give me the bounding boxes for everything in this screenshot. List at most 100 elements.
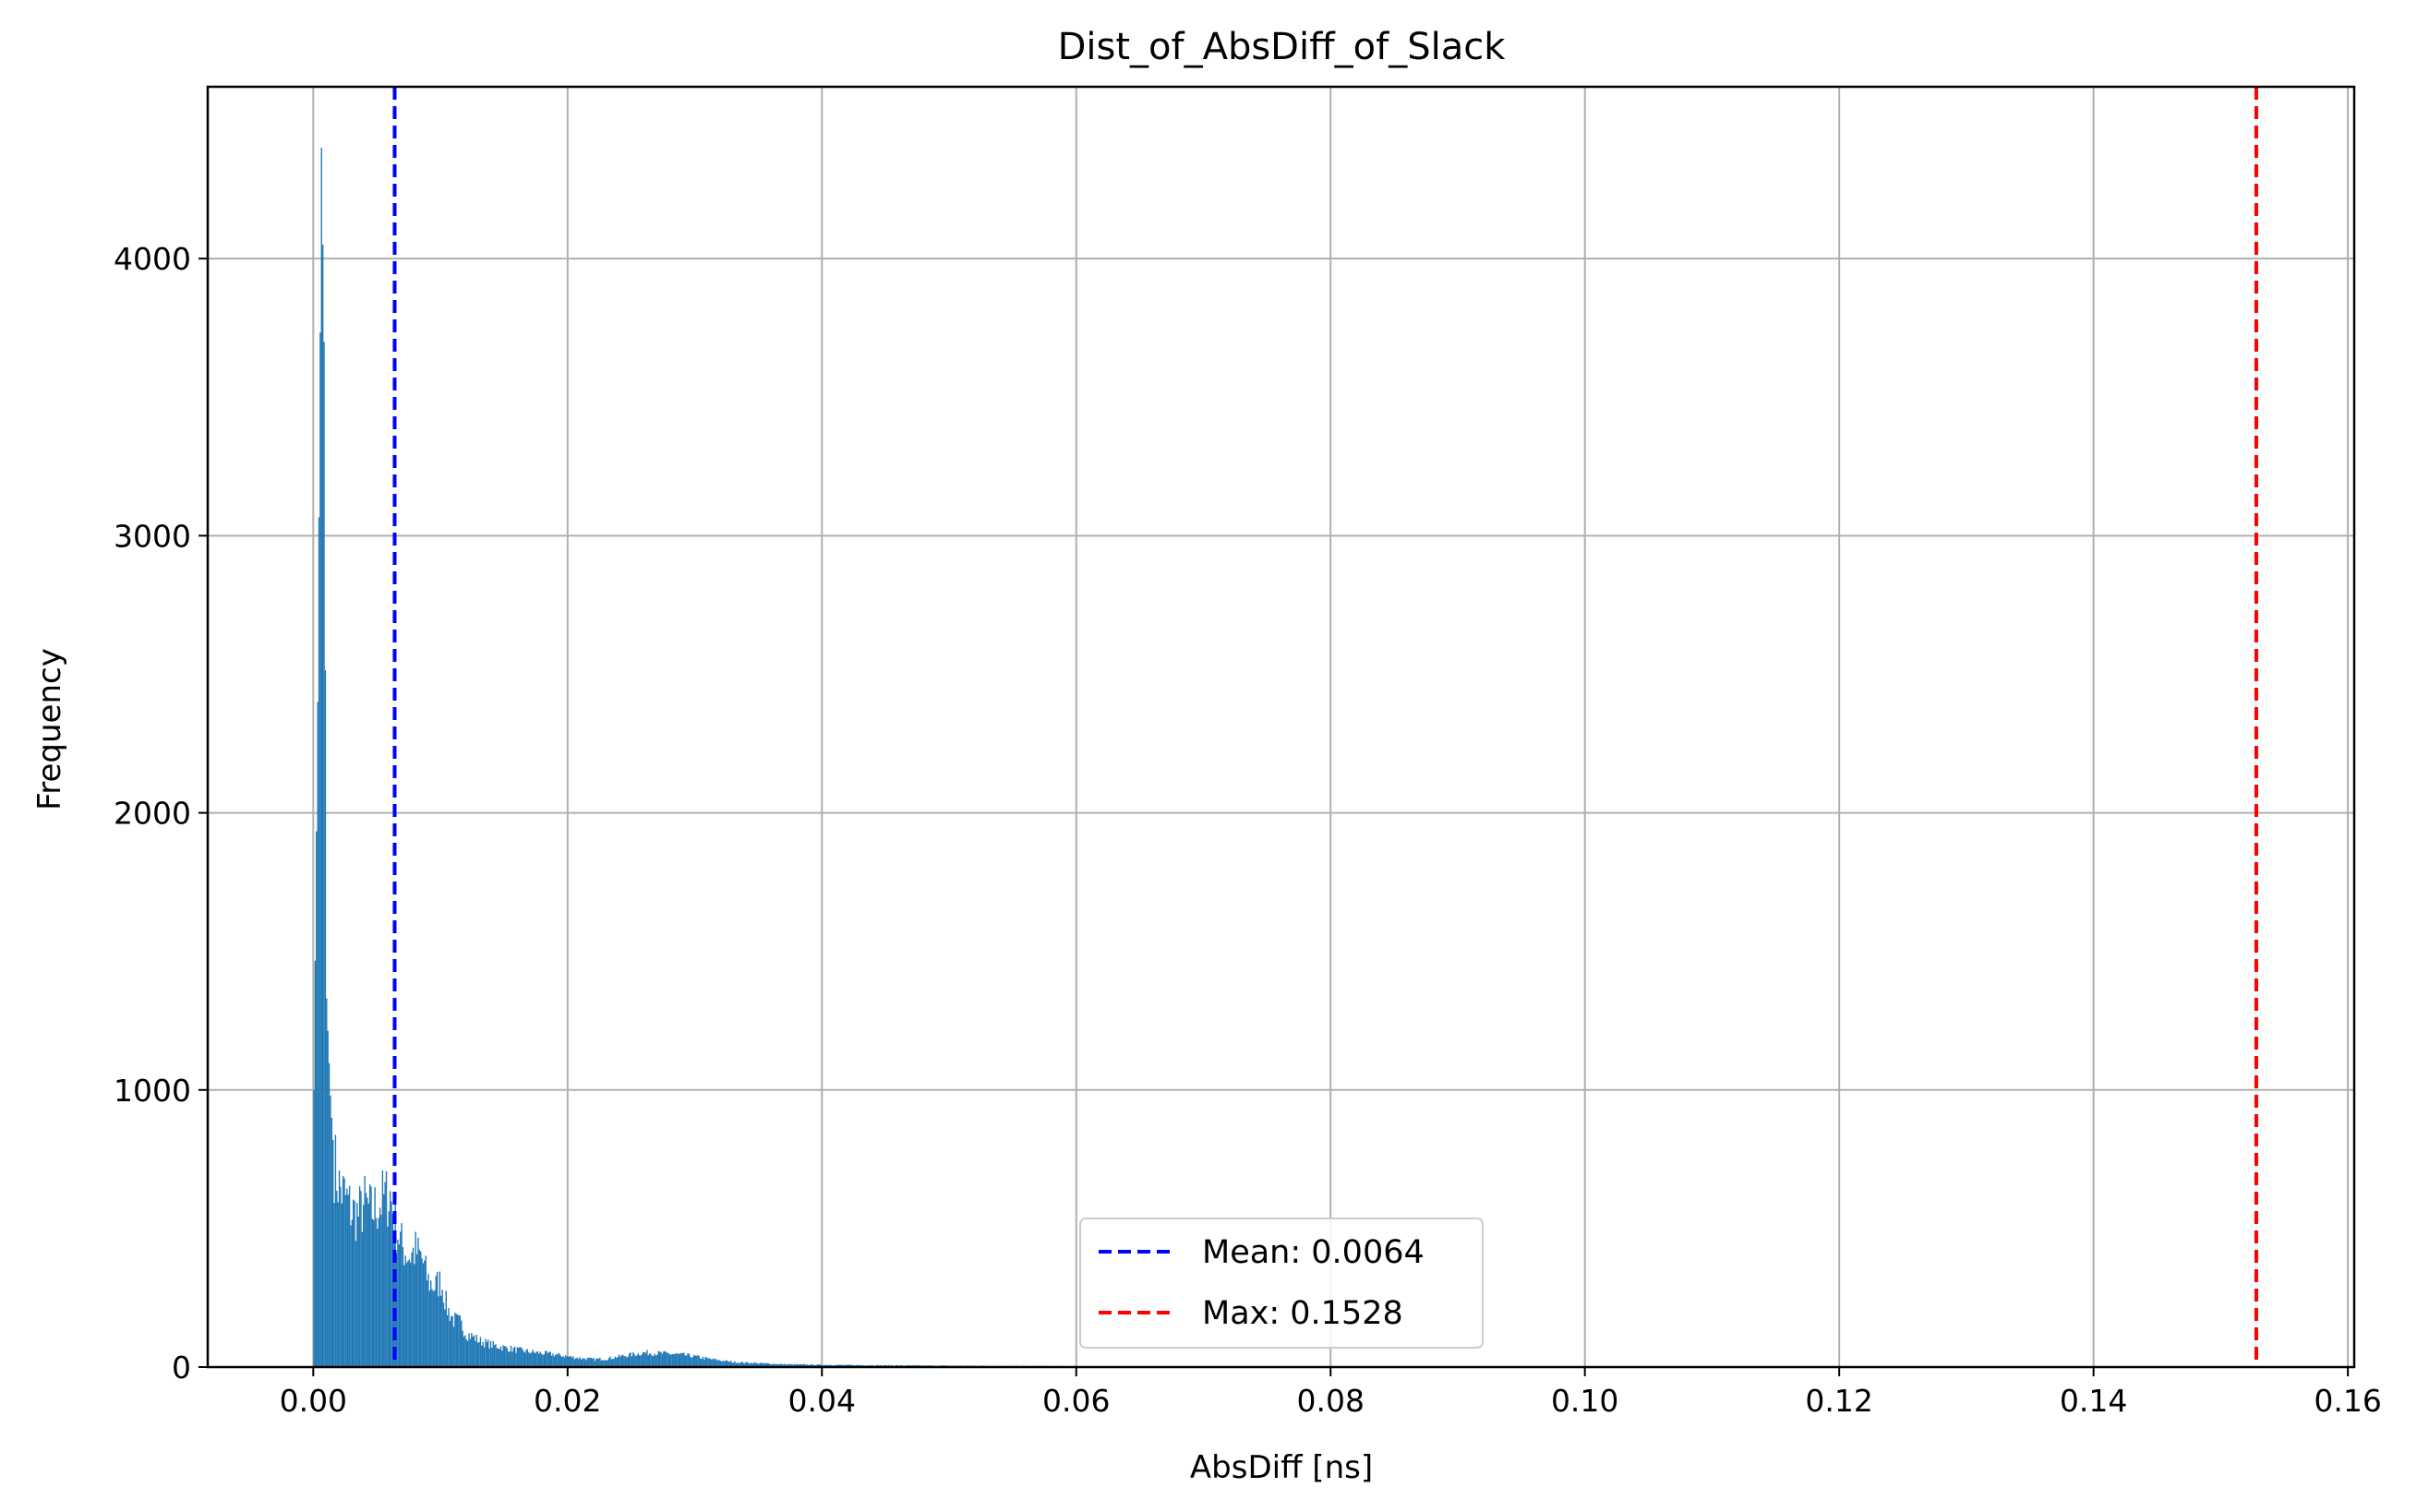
histogram-bar — [459, 1315, 462, 1367]
histogram-bar — [492, 1340, 494, 1367]
histogram-bar — [722, 1360, 725, 1367]
histogram-bar — [501, 1350, 503, 1367]
histogram-bar — [350, 1225, 352, 1367]
histogram-bar — [346, 1188, 348, 1367]
histogram-bar — [698, 1356, 701, 1367]
histogram-bar — [583, 1359, 586, 1367]
histogram-bar — [786, 1363, 788, 1367]
histogram-bar — [782, 1364, 784, 1367]
histogram-bar — [380, 1215, 382, 1367]
histogram-bar — [546, 1350, 547, 1367]
histogram-bar — [515, 1352, 517, 1367]
histogram-bar — [721, 1361, 723, 1367]
histogram-bar — [330, 1095, 331, 1367]
histogram-bar — [498, 1348, 499, 1367]
histogram-bar — [685, 1355, 688, 1367]
histogram-bar — [371, 1218, 374, 1367]
histogram-bar — [791, 1363, 793, 1367]
histogram-bar — [421, 1258, 423, 1367]
histogram-bar — [590, 1357, 592, 1367]
histogram-bar — [610, 1359, 613, 1367]
histogram-bar — [464, 1335, 466, 1367]
histogram-bar — [522, 1349, 523, 1367]
histogram-bar — [364, 1175, 366, 1367]
histogram-bar — [736, 1362, 739, 1367]
histogram-bar — [599, 1357, 601, 1367]
x-tick-label: 0.08 — [1296, 1383, 1364, 1419]
histogram-bar — [778, 1363, 780, 1367]
histogram-bar — [375, 1218, 378, 1367]
histogram-bar — [462, 1330, 463, 1367]
reference-lines — [392, 87, 2258, 1367]
histogram-bar — [683, 1352, 685, 1367]
histogram-bar — [667, 1353, 669, 1367]
histogram-bar — [653, 1355, 655, 1367]
histogram-bar — [348, 1185, 351, 1367]
histogram-bar — [465, 1339, 467, 1367]
histogram-bar — [677, 1353, 679, 1367]
histogram-bar — [387, 1226, 389, 1367]
histogram-bar — [816, 1364, 819, 1367]
histogram-bar — [717, 1359, 719, 1367]
histogram-bar — [800, 1363, 802, 1367]
histogram-bar — [545, 1350, 547, 1367]
histogram-bar — [565, 1355, 567, 1367]
histogram-bar — [604, 1360, 607, 1367]
histogram-bar — [779, 1363, 782, 1367]
histogram-bar — [567, 1356, 570, 1367]
histogram-bar — [553, 1356, 556, 1367]
histogram-bar — [317, 702, 319, 1367]
histogram-bar — [403, 1265, 405, 1367]
histogram-bar — [759, 1362, 762, 1367]
histogram-bar — [458, 1314, 460, 1367]
histogram-bar — [587, 1357, 590, 1367]
histogram-bar — [528, 1351, 530, 1367]
histogram-bar — [655, 1355, 657, 1367]
histogram-bar — [744, 1362, 746, 1367]
histogram-bar — [502, 1345, 504, 1367]
histogram-bar — [773, 1363, 776, 1367]
histogram-bar — [405, 1263, 408, 1367]
histogram-bar — [651, 1355, 654, 1367]
histogram-bar — [654, 1353, 655, 1367]
histogram-bar — [597, 1358, 600, 1367]
histogram-bar — [530, 1352, 533, 1367]
histogram-bar — [593, 1358, 595, 1367]
histogram-bar — [668, 1354, 671, 1367]
histogram-bar — [427, 1274, 429, 1367]
histogram-bar — [493, 1344, 496, 1367]
histogram-bar — [775, 1363, 776, 1367]
histogram-bar — [516, 1347, 519, 1367]
histogram-bar — [846, 1364, 848, 1367]
histogram-bar — [718, 1360, 721, 1367]
histogram-bar — [806, 1364, 809, 1367]
histogram-bar — [466, 1340, 469, 1367]
histogram-bar — [404, 1255, 406, 1367]
histogram-bar — [634, 1355, 637, 1367]
histogram-bar — [526, 1349, 529, 1367]
x-axis-title: AbsDiff [ns] — [1190, 1449, 1373, 1486]
histogram-bar — [619, 1356, 621, 1367]
histogram-bar — [455, 1314, 457, 1367]
histogram-bar — [637, 1352, 639, 1367]
histogram-bar — [469, 1338, 472, 1367]
histogram-bar — [641, 1354, 643, 1367]
histogram-bar — [614, 1356, 617, 1367]
histogram-bar — [752, 1363, 753, 1367]
histogram-bar — [415, 1254, 418, 1367]
histogram-bar — [783, 1363, 786, 1367]
histogram-bar — [351, 1219, 354, 1367]
histogram-bar — [327, 1030, 329, 1367]
histogram-bar — [572, 1356, 574, 1367]
histogram-bar — [389, 1191, 391, 1367]
histogram-bar — [555, 1354, 557, 1367]
histogram-bar — [673, 1353, 675, 1367]
histogram-bar — [525, 1350, 527, 1367]
histogram-bar — [430, 1280, 432, 1367]
histogram-bar — [374, 1187, 376, 1367]
histogram-bar — [691, 1356, 694, 1367]
histogram-bar — [365, 1193, 367, 1367]
y-axis-ticks: 0 1000 2000 3000 4000 — [114, 241, 208, 1386]
histogram-bar — [338, 1170, 341, 1367]
histogram-bar — [353, 1199, 355, 1367]
